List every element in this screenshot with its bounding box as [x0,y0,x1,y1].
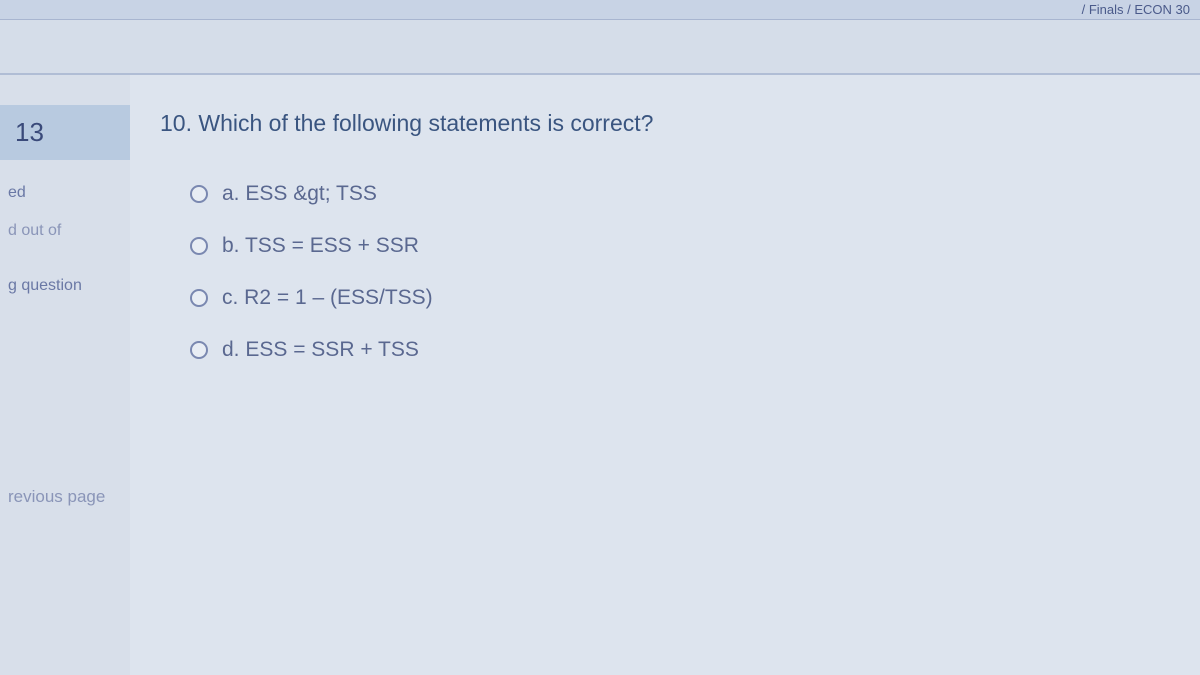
option-d[interactable]: d. ESS = SSR + TSS [190,338,1170,362]
option-label: b. TSS = ESS + SSR [222,234,419,258]
radio-icon[interactable] [190,289,208,307]
content-area: 13 ed d out of g question revious page 1… [0,75,1200,675]
page-wrapper: / Finals / ECON 30 13 ed d out of g ques… [0,0,1200,675]
header-spacer [0,20,1200,75]
question-prompt: 10. Which of the following statements is… [160,110,1170,137]
option-a[interactable]: a. ESS &gt; TSS [190,182,1170,206]
sidebar-status-marked: d out of [0,216,130,246]
option-label: c. R2 = 1 – (ESS/TSS) [222,286,433,310]
option-c[interactable]: c. R2 = 1 – (ESS/TSS) [190,286,1170,310]
question-number: 13 [15,117,44,147]
previous-page-link[interactable]: revious page [0,481,130,513]
option-b[interactable]: b. TSS = ESS + SSR [190,234,1170,258]
flag-question-link[interactable]: g question [0,271,130,301]
breadcrumb-bar: / Finals / ECON 30 [0,0,1200,20]
radio-icon[interactable] [190,237,208,255]
sidebar-status-answered: ed [0,178,130,208]
question-main: 10. Which of the following statements is… [130,75,1200,675]
radio-icon[interactable] [190,185,208,203]
options-list: a. ESS &gt; TSS b. TSS = ESS + SSR c. R2… [160,182,1170,362]
option-label: d. ESS = SSR + TSS [222,338,419,362]
radio-icon[interactable] [190,341,208,359]
option-label: a. ESS &gt; TSS [222,182,377,206]
question-sidebar: 13 ed d out of g question revious page [0,75,130,675]
question-number-box: 13 [0,105,130,160]
breadcrumb-text: / Finals / ECON 30 [1082,2,1190,17]
